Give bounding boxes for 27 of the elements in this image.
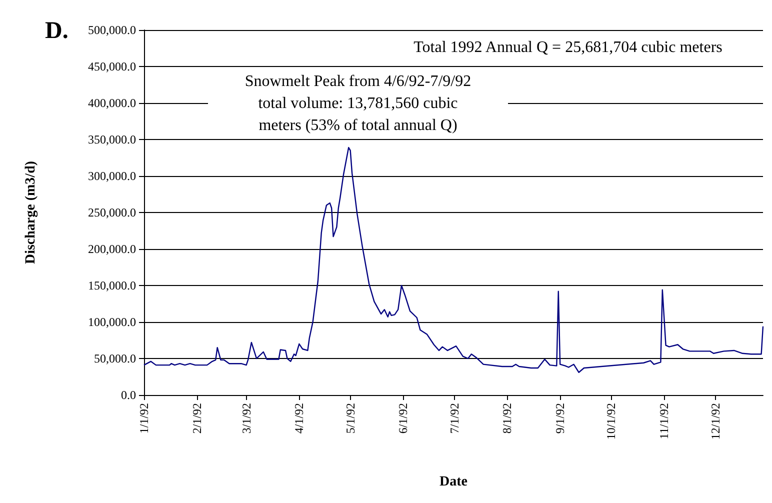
y-tick-label: 250,000.0 [88,206,136,220]
x-tick-label: 10/1/92 [604,403,618,440]
x-tick-label: 5/1/92 [343,403,358,434]
x-tick-label: 9/1/92 [553,403,568,434]
x-tick-label: 4/1/92 [292,403,306,434]
x-tick-label: 8/1/92 [500,403,514,434]
y-tick-label: 400,000.0 [88,96,136,110]
y-tick-label: 100,000.0 [88,315,136,329]
y-tick-label: 350,000.0 [88,132,136,146]
x-tick-label: 12/1/92 [708,403,722,440]
annotation: Total 1992 Annual Q = 25,681,704 cubic meters [412,38,724,58]
y-tick-label: 300,000.0 [88,169,136,183]
y-tick-label: 50,000.0 [94,352,136,366]
y-tick-label: 0.0 [121,388,136,402]
chart-title: D. [45,18,68,44]
x-tick-label: 11/1/92 [657,403,672,440]
x-axis-title: Date [440,474,468,490]
x-tick-label: 3/1/92 [239,403,254,434]
y-tick-label: 150,000.0 [88,278,136,292]
y-axis-title: Discharge (m3/d) [24,160,38,264]
x-tick-label: 7/1/92 [447,403,462,434]
x-tick-label: 6/1/92 [396,403,410,434]
y-tick-label: 200,000.0 [88,242,136,256]
x-tick-label: 2/1/92 [190,403,204,434]
y-tick-label: 500,000.0 [88,23,136,37]
y-tick-label: 450,000.0 [88,60,136,74]
x-tick-label: 1/1/92 [137,403,151,434]
